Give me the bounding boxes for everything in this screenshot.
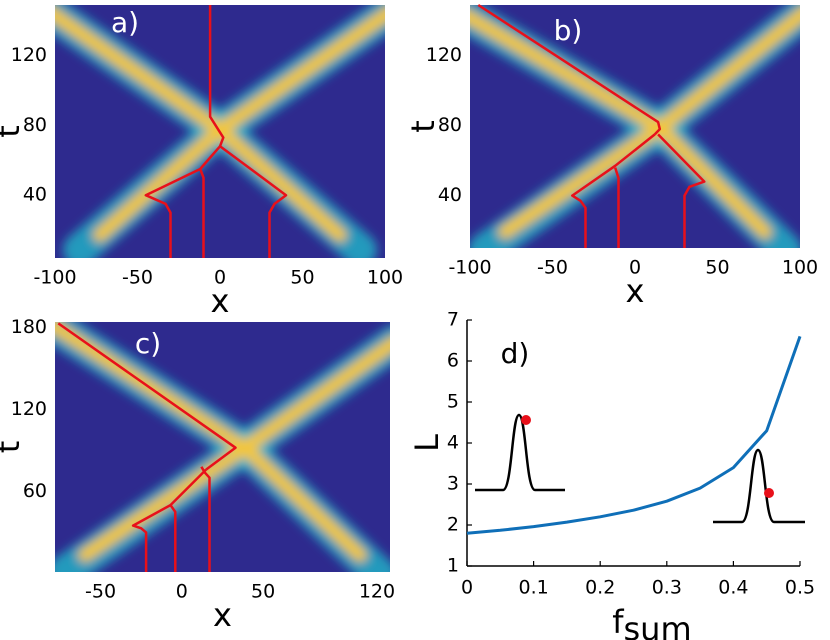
x-axis-label: x — [626, 272, 645, 310]
x-tick-label: 50 — [705, 257, 729, 279]
y-tick-label: 80 — [438, 114, 462, 136]
y-tick-label: 40 — [23, 184, 47, 206]
y-tick-label: 4 — [447, 432, 459, 454]
x-tick-label: 0.5 — [785, 577, 815, 599]
data-line — [199, 168, 205, 258]
panel-label: c) — [135, 327, 161, 360]
x-axis-label-subscript: sum — [624, 610, 692, 640]
data-line — [614, 167, 620, 248]
x-tick-label: 100 — [782, 257, 818, 279]
y-tick-label: 1 — [447, 555, 459, 577]
x-tick-label: -50 — [85, 581, 116, 603]
x-axis-label: x — [213, 596, 232, 634]
y-tick-label: 6 — [447, 350, 459, 372]
y-tick-label: 60 — [23, 480, 47, 502]
x-tick-label: 100 — [367, 267, 403, 289]
bands-a — [55, 5, 385, 258]
x-tick-label: 0 — [461, 577, 473, 599]
x-axis-label: f — [612, 603, 624, 640]
y-tick-label: 40 — [438, 184, 462, 206]
x-tick-label: 50 — [290, 267, 314, 289]
data-line — [57, 322, 237, 471]
data-line — [477, 3, 662, 136]
x-tick-label: 0.2 — [585, 577, 615, 599]
data-line — [219, 145, 288, 258]
bands-c — [55, 322, 390, 572]
x-tick-label: 120 — [359, 581, 395, 603]
y-tick-label: 7 — [447, 309, 459, 331]
data-line — [657, 133, 706, 248]
x-axis-label: x — [211, 282, 230, 320]
y-tick-label: 120 — [426, 44, 462, 66]
x-tick-label: 0 — [176, 581, 188, 603]
x-tick-label: 0.1 — [518, 577, 548, 599]
data-line — [200, 466, 211, 572]
inset-low — [475, 413, 565, 492]
y-tick-label: 80 — [23, 114, 47, 136]
x-tick-label: 0 — [214, 267, 226, 289]
y-tick-label: 120 — [11, 398, 47, 420]
y-tick-label: 120 — [11, 44, 47, 66]
y-tick-label: 5 — [447, 391, 459, 413]
data-line — [466, 335, 802, 535]
data-line — [144, 145, 221, 258]
data-line — [571, 133, 656, 248]
data-line — [208, 5, 225, 147]
x-tick-label: -50 — [122, 267, 153, 289]
y-axis-label: t — [404, 120, 442, 133]
x-tick-label: 0 — [629, 257, 641, 279]
x-tick-label: -100 — [33, 267, 76, 289]
data-line — [169, 504, 177, 572]
x-tick-label: 50 — [251, 581, 275, 603]
y-tick-label: 180 — [11, 316, 47, 338]
panel-label: d) — [501, 337, 530, 370]
y-axis-label: t — [0, 441, 27, 454]
x-tick-label: 0.3 — [652, 577, 682, 599]
y-axis-label: L — [408, 434, 446, 452]
data-line — [131, 468, 208, 572]
x-tick-label: 0.4 — [718, 577, 748, 599]
panel-label: b) — [554, 14, 583, 47]
panel-label: a) — [111, 6, 139, 39]
y-axis-label: t — [0, 125, 27, 138]
inset-high — [713, 448, 805, 524]
y-tick-label: 3 — [447, 473, 459, 495]
y-tick-label: 2 — [447, 514, 459, 536]
x-tick-label: -100 — [448, 257, 491, 279]
x-tick-label: -50 — [537, 257, 568, 279]
